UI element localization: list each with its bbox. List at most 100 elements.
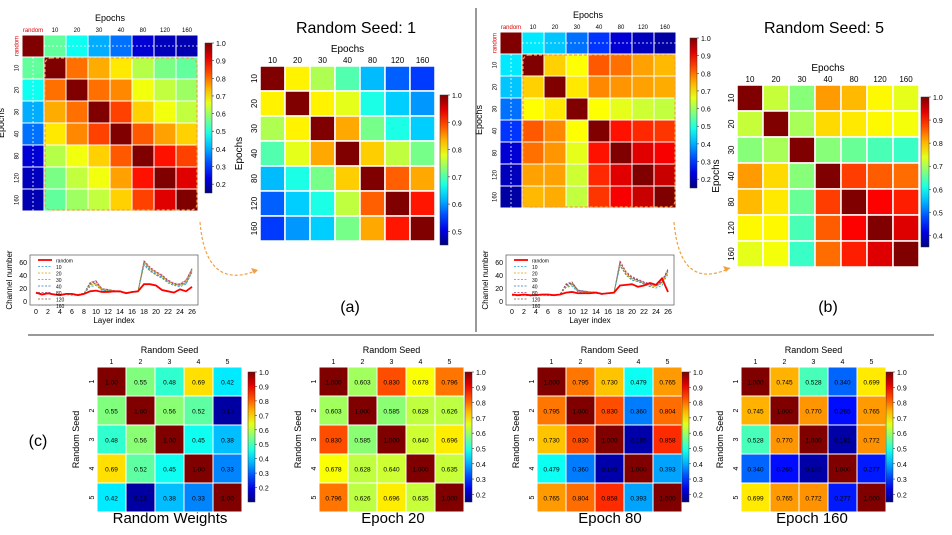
panel-a-small-matrix-ylabel: Epochs bbox=[0, 107, 6, 138]
panel-a-small-matrix-col-label: 30 bbox=[96, 28, 103, 34]
panel-a-big-matrix-cell bbox=[284, 115, 311, 142]
panel-b-small-matrix-col-label: 30 bbox=[574, 25, 581, 31]
panel-b-small-matrix-cell bbox=[521, 163, 545, 187]
bottom-matrix-3-cell bbox=[565, 453, 596, 484]
panel-a-big-matrix-row-label: 160 bbox=[250, 221, 259, 235]
bottom-matrix-2-col-label: 4 bbox=[419, 359, 423, 366]
panel-b-small-matrix-cell bbox=[565, 141, 589, 165]
bottom-matrix-1-colorbar-tick-label: 0.2 bbox=[259, 486, 269, 493]
panel-a-big-matrix-cell bbox=[334, 65, 361, 92]
bottom-matrix-2-cell-value: 0.796 bbox=[441, 380, 458, 387]
bottom-matrix-3-cell-value: 1.000 bbox=[572, 409, 589, 416]
bottom-matrix-3-cell-value: 0.765 bbox=[543, 496, 560, 503]
bottom-matrix-3-cell-value: 1.000 bbox=[659, 496, 676, 503]
panel-a-small-matrix-col-label: 10 bbox=[52, 28, 59, 34]
bottom-matrix-1-col-label: 3 bbox=[168, 359, 172, 366]
panel-b-big-matrix-cell bbox=[814, 214, 842, 242]
panel-a-big-matrix-cell bbox=[409, 165, 436, 192]
bottom-matrix-3-cell-value: 0.360 bbox=[572, 467, 589, 474]
panel-b-small-matrix-col-label: 20 bbox=[552, 25, 559, 31]
bottom-matrix-2-cell-value: 0.635 bbox=[441, 467, 458, 474]
panel-a-big-matrix-cell bbox=[359, 215, 386, 242]
bottom-matrix-4-colorbar-tick-label: 0.4 bbox=[897, 462, 907, 469]
panel-b-title: Random Seed: 5 bbox=[764, 20, 884, 37]
bottom-matrix-4-cell-value: 0.699 bbox=[863, 380, 880, 387]
bottom-matrix-1-row-label: 1 bbox=[89, 379, 96, 383]
panel-b-big-matrix-cell bbox=[814, 162, 842, 190]
panel-b-small-matrix-cell bbox=[587, 97, 611, 121]
bottom-matrix-3-col-label: 5 bbox=[666, 359, 670, 366]
panel-b-big-matrix-cell bbox=[892, 162, 920, 190]
bottom-matrix-3-row-label: 2 bbox=[529, 408, 536, 412]
panel-a-big-matrix-cell bbox=[359, 140, 386, 167]
panel-a-big-matrix-cell bbox=[359, 65, 386, 92]
bottom-matrix-3-colorbar-tick-label: 0.9 bbox=[693, 385, 703, 392]
bottom-matrix-1-cell-value: 0.52 bbox=[192, 409, 205, 416]
panel-b-big-matrix-cell bbox=[788, 110, 816, 138]
panel-b-big-matrix-cell bbox=[762, 136, 790, 164]
panel-a-big-matrix-cell bbox=[409, 140, 436, 167]
caption-epoch-160: Epoch 160 bbox=[776, 510, 848, 527]
panel-a-big-matrix-cell bbox=[384, 90, 411, 117]
panel-a-small-matrix-cell bbox=[21, 34, 45, 58]
bottom-matrix-2-cell bbox=[347, 453, 378, 484]
panel-a-big-matrix-cell bbox=[384, 190, 411, 217]
panel-a-small-matrix-cell bbox=[109, 144, 133, 168]
panel-b-small-matrix-cell bbox=[565, 119, 589, 143]
panel-a-line-chart-xtick: 4 bbox=[58, 309, 62, 316]
bottom-matrix-4-cell bbox=[827, 453, 858, 484]
panel-b-big-matrix-cell bbox=[866, 188, 894, 216]
panel-a-big-matrix-cell bbox=[334, 90, 361, 117]
panel-b-arrow-head bbox=[723, 266, 730, 272]
bottom-matrix-2-colorbar-tick-label: 0.2 bbox=[476, 492, 486, 499]
panel-b-small-matrix-cell bbox=[587, 53, 611, 77]
bottom-matrix-1-col-label: 5 bbox=[226, 359, 230, 366]
panel-a-small-matrix-cell bbox=[43, 100, 67, 124]
panel-a-small-colorbar-tick-label: 0.6 bbox=[216, 112, 226, 119]
panel-b-big-matrix-row-label: 120 bbox=[727, 221, 736, 235]
panel-a-big-matrix-cell bbox=[259, 140, 286, 167]
bottom-matrix-2-cell-value: 0.640 bbox=[383, 467, 400, 474]
panel-b-big-colorbar-tick-label: 0.4 bbox=[933, 233, 943, 240]
panel-a-line-chart-xtick: 12 bbox=[104, 309, 112, 316]
panel-b-small-matrix-cell bbox=[653, 75, 677, 99]
bottom-matrix-2-cell-value: 0.585 bbox=[383, 409, 400, 416]
panel-a-big-colorbar-tick-label: 0.9 bbox=[452, 120, 462, 127]
panel-b-line-chart-legend-label: 10 bbox=[532, 265, 538, 271]
bottom-matrix-2-row-label: 1 bbox=[311, 379, 318, 383]
panel-b-big-matrix-cell bbox=[762, 214, 790, 242]
bottom-matrix-1-row-label: 3 bbox=[89, 437, 96, 441]
panel-a-small-matrix-cell bbox=[21, 56, 45, 80]
panel-b-big-matrix-cell bbox=[866, 162, 894, 190]
panel-b-big-matrix-cell bbox=[866, 240, 894, 268]
panel-a-small-matrix-cell bbox=[21, 188, 45, 212]
panel-b-small-colorbar-tick-label: 0.6 bbox=[701, 107, 711, 114]
bottom-matrix-3-colorbar-tick-label: 0.4 bbox=[693, 462, 703, 469]
bottom-matrix-3-colorbar-tick-label: 0.2 bbox=[693, 492, 703, 499]
panel-b-big-matrix-cell bbox=[840, 84, 868, 112]
bottom-matrix-3-colorbar-tick-label: 0.6 bbox=[693, 431, 703, 438]
panel-a-line-chart-xtick: 8 bbox=[82, 309, 86, 316]
panel-a-small-matrix-cell bbox=[65, 56, 89, 80]
panel-b-big-matrix-cell bbox=[736, 188, 764, 216]
panel-a-small-matrix-cell bbox=[21, 144, 45, 168]
panel-a-small-matrix-cell bbox=[131, 56, 155, 80]
panel-a-small-matrix-cell bbox=[65, 100, 89, 124]
bottom-matrix-4-cell-value: 0.745 bbox=[747, 409, 764, 416]
panel-a-small-matrix-cell bbox=[175, 56, 199, 80]
bottom-matrix-1-cell-value: 0.55 bbox=[105, 409, 118, 416]
bottom-matrix-4-cell-value: 0.528 bbox=[805, 380, 822, 387]
bottom-matrix-4-col-label: 5 bbox=[870, 359, 874, 366]
panel-a-small-matrix-cell bbox=[109, 122, 133, 146]
bottom-matrix-4-row-label: 2 bbox=[733, 408, 740, 412]
panel-b-small-colorbar bbox=[689, 37, 698, 189]
bottom-matrix-2-cell bbox=[376, 453, 407, 484]
panel-b-big-matrix-xlabel: Epochs bbox=[811, 63, 844, 74]
panel-b-big-matrix-cell bbox=[840, 162, 868, 190]
bottom-matrix-4-cell-value: 0.745 bbox=[776, 380, 793, 387]
bottom-matrix-2-cell bbox=[318, 453, 349, 484]
bottom-matrix-3-colorbar bbox=[681, 371, 690, 503]
panel-b-big-colorbar-tick-label: 0.7 bbox=[933, 164, 943, 171]
panel-b-line-chart-xlabel: Layer index bbox=[569, 316, 610, 325]
panel-a-small-matrix-cell bbox=[109, 166, 133, 190]
